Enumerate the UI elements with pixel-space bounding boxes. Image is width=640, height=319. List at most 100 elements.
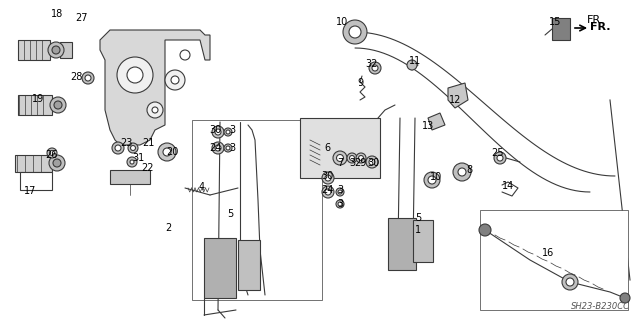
Circle shape — [372, 65, 378, 71]
Text: 30: 30 — [209, 125, 221, 135]
Text: SH23-B230CC: SH23-B230CC — [571, 302, 630, 311]
Text: 13: 13 — [422, 121, 434, 131]
Text: 24: 24 — [209, 143, 221, 153]
Circle shape — [127, 67, 143, 83]
Text: 11: 11 — [409, 56, 421, 66]
Text: 20: 20 — [166, 147, 178, 157]
Text: 2: 2 — [165, 223, 171, 233]
Text: 18: 18 — [51, 9, 63, 19]
Circle shape — [53, 159, 61, 167]
Text: 3: 3 — [337, 199, 343, 209]
Bar — [300, 118, 380, 178]
Circle shape — [322, 186, 334, 198]
Text: 32: 32 — [366, 59, 378, 69]
Circle shape — [152, 107, 158, 113]
Circle shape — [497, 155, 503, 161]
Circle shape — [369, 62, 381, 74]
Circle shape — [479, 224, 491, 236]
Polygon shape — [448, 83, 468, 108]
Circle shape — [458, 168, 466, 176]
Text: 3: 3 — [337, 185, 343, 195]
Circle shape — [226, 146, 230, 150]
Circle shape — [50, 97, 66, 113]
Circle shape — [347, 153, 357, 163]
Circle shape — [322, 172, 334, 184]
Text: 26: 26 — [45, 150, 57, 160]
Circle shape — [49, 155, 65, 171]
Circle shape — [336, 200, 344, 208]
Circle shape — [336, 188, 344, 196]
Circle shape — [226, 130, 230, 134]
Text: 31: 31 — [132, 153, 144, 163]
Circle shape — [54, 101, 62, 109]
Text: 30: 30 — [367, 158, 379, 168]
Circle shape — [494, 152, 506, 164]
Bar — [192, 120, 322, 300]
Circle shape — [343, 20, 367, 44]
Circle shape — [52, 46, 60, 54]
Circle shape — [333, 151, 347, 165]
Circle shape — [338, 202, 342, 206]
Text: 1: 1 — [415, 225, 421, 235]
Circle shape — [407, 60, 417, 70]
Text: 24: 24 — [321, 185, 333, 195]
Circle shape — [224, 128, 232, 136]
Bar — [413, 220, 433, 262]
Circle shape — [128, 143, 138, 153]
Circle shape — [224, 144, 232, 152]
Circle shape — [349, 155, 355, 160]
Text: 3: 3 — [229, 143, 235, 153]
Circle shape — [158, 143, 176, 161]
Circle shape — [165, 70, 185, 90]
Text: 22: 22 — [141, 163, 154, 173]
Circle shape — [566, 278, 574, 286]
Circle shape — [453, 163, 471, 181]
Circle shape — [48, 42, 64, 58]
Circle shape — [562, 274, 578, 290]
Circle shape — [358, 155, 364, 160]
Text: FR.: FR. — [588, 15, 605, 25]
Text: 19: 19 — [32, 94, 44, 104]
Bar — [20, 172, 52, 190]
Text: 27: 27 — [76, 13, 88, 23]
Text: 3: 3 — [229, 125, 235, 135]
Circle shape — [215, 129, 221, 135]
Text: 5: 5 — [415, 213, 421, 223]
Bar — [204, 238, 236, 298]
Polygon shape — [428, 113, 445, 130]
Polygon shape — [18, 95, 52, 115]
Circle shape — [171, 76, 179, 84]
Circle shape — [117, 57, 153, 93]
Circle shape — [131, 145, 136, 151]
Circle shape — [127, 157, 137, 167]
Circle shape — [82, 72, 94, 84]
Text: 30: 30 — [321, 171, 333, 181]
Circle shape — [369, 159, 375, 165]
Circle shape — [147, 102, 163, 118]
Bar — [238, 240, 260, 290]
Text: 8: 8 — [466, 165, 472, 175]
Text: 7: 7 — [337, 158, 343, 168]
Circle shape — [180, 50, 190, 60]
Circle shape — [424, 172, 440, 188]
Circle shape — [349, 26, 361, 38]
Circle shape — [325, 175, 331, 181]
Circle shape — [325, 189, 331, 195]
Text: 16: 16 — [542, 248, 554, 258]
Text: 12: 12 — [449, 95, 461, 105]
Circle shape — [115, 145, 121, 151]
Circle shape — [337, 154, 344, 161]
Text: 5: 5 — [227, 209, 233, 219]
Circle shape — [620, 293, 630, 303]
Text: 6: 6 — [324, 143, 330, 153]
Text: 9: 9 — [357, 78, 363, 88]
Circle shape — [49, 151, 54, 155]
Circle shape — [338, 190, 342, 194]
Polygon shape — [100, 30, 210, 145]
Circle shape — [163, 148, 171, 156]
Bar — [552, 18, 570, 40]
Bar — [60, 42, 72, 58]
Polygon shape — [18, 40, 50, 60]
Bar — [405, 228, 429, 246]
Circle shape — [356, 153, 366, 163]
